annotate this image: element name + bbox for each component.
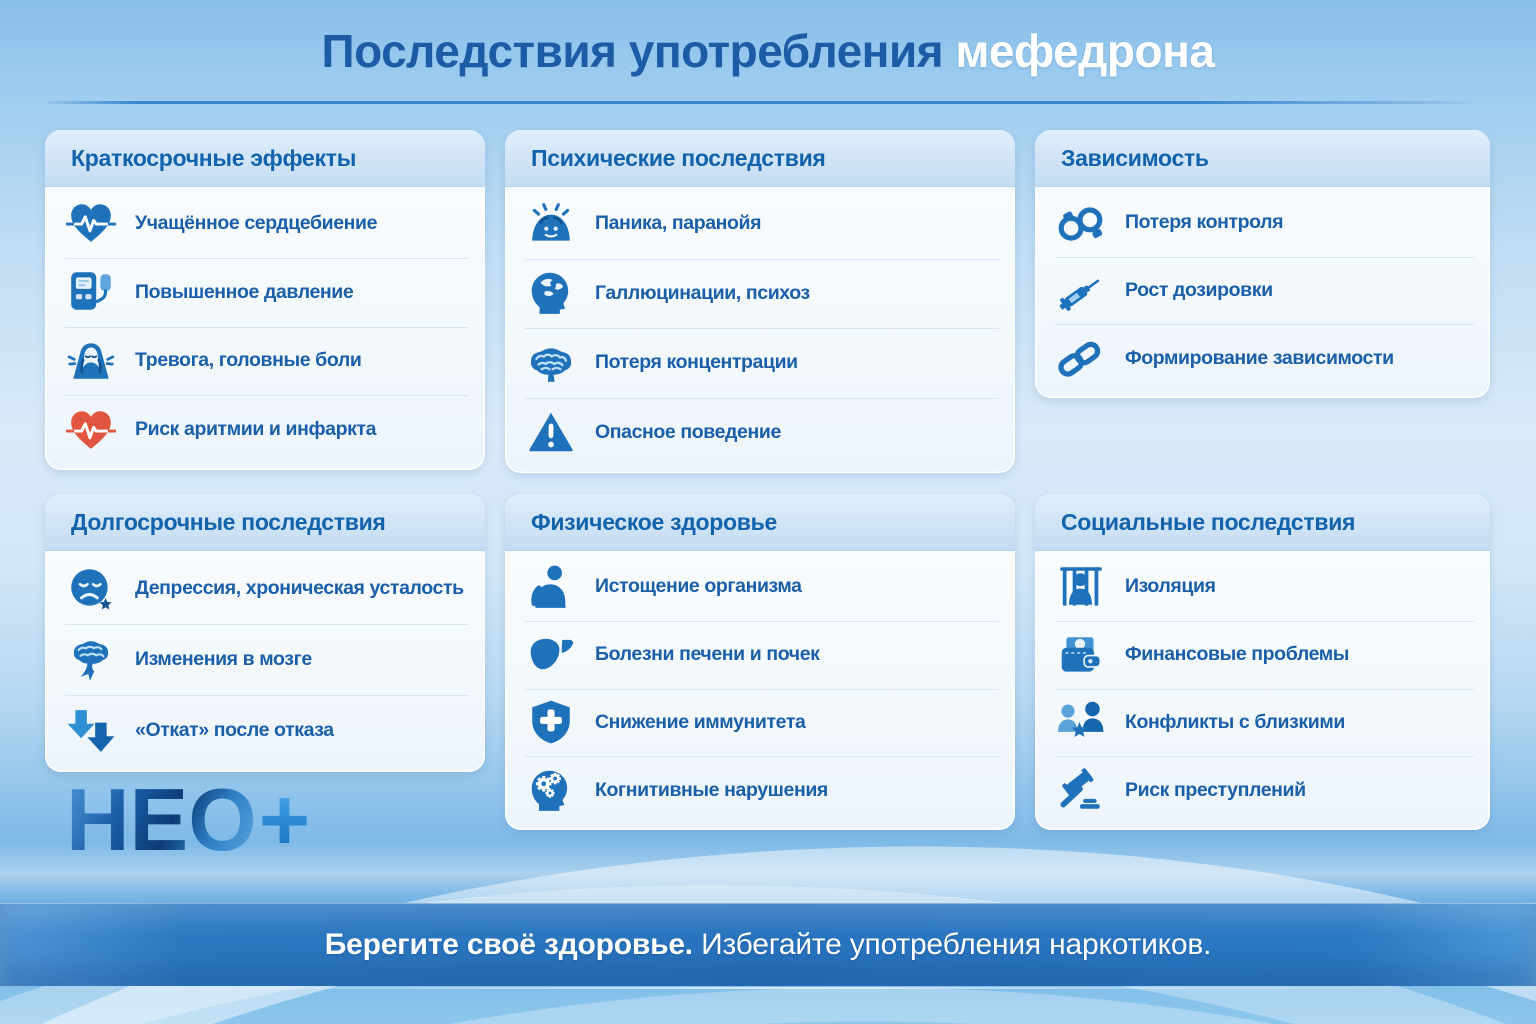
item-label: Когнитивные нарушения bbox=[595, 778, 828, 801]
syringe-icon bbox=[1053, 266, 1109, 316]
list-item: Болезни печени и почек bbox=[521, 620, 1001, 689]
logo-plus: + bbox=[258, 770, 311, 869]
anxiety-headache-icon bbox=[63, 336, 119, 386]
page-title: Последствия употребления мефедрона bbox=[0, 24, 1536, 78]
shield-cross-icon bbox=[523, 697, 579, 747]
list-item: Галлюцинации, психоз bbox=[521, 258, 1001, 329]
card-social-consequences: Социальные последствия Изоляция bbox=[1035, 494, 1490, 830]
item-label: Рост дозировки bbox=[1125, 279, 1273, 301]
card-items: Изоляция Финансовые проблемы bbox=[1035, 551, 1490, 830]
item-label: Риск преступлений bbox=[1125, 778, 1306, 801]
card-items: Паника, паранойя Галлюцинации, психоз bbox=[505, 187, 1015, 473]
list-item: Депрессия, хроническая усталость bbox=[61, 553, 471, 624]
list-item: Риск аритмии и инфаркта bbox=[61, 395, 471, 464]
brain-icon bbox=[523, 338, 579, 388]
card-items: Потеря контроля Рост д bbox=[1035, 187, 1490, 398]
gavel-icon bbox=[1053, 765, 1109, 815]
list-item: Изменения в мозге bbox=[61, 624, 471, 695]
list-item: Истощение организма bbox=[521, 553, 1001, 621]
item-label: Опасное поведение bbox=[595, 420, 781, 443]
item-label: Потеря контроля bbox=[1125, 211, 1284, 234]
wallet-icon bbox=[1053, 630, 1109, 680]
item-label: Изменения в мозге bbox=[135, 648, 312, 670]
item-label: Финансовые проблемы bbox=[1125, 643, 1350, 666]
list-item: Повышенное давление bbox=[61, 257, 471, 327]
neo-plus-logo: НЕО + bbox=[66, 776, 310, 864]
list-item: Рост дозировки bbox=[1051, 256, 1476, 325]
item-label: Изоляция bbox=[1125, 575, 1216, 598]
page-title-highlight: мефедрона bbox=[955, 25, 1215, 77]
item-label: «Откат» после отказа bbox=[135, 719, 334, 741]
item-label: Истощение организма bbox=[595, 575, 802, 598]
footer-message: Берегите своё здоровье. Избегайте употре… bbox=[325, 928, 1212, 962]
title-underline bbox=[48, 101, 1484, 104]
head-psychosis-icon bbox=[523, 268, 579, 318]
down-arrows-icon bbox=[63, 706, 119, 756]
card-items: Учащённое сердцебиение Повышенное bbox=[45, 187, 485, 470]
list-item: Учащённое сердцебиение bbox=[61, 189, 471, 258]
list-item: Финансовые проблемы bbox=[1051, 620, 1476, 689]
item-label: Повышенное давление bbox=[135, 280, 354, 303]
item-label: Депрессия, хроническая усталость bbox=[135, 577, 464, 599]
item-label: Конфликты с близкими bbox=[1125, 710, 1345, 733]
list-item: Опасное поведение bbox=[521, 397, 1001, 468]
card-short-term-effects: Краткосрочные эффекты Учащённое сердцеби… bbox=[45, 130, 485, 470]
card-title: Физическое здоровье bbox=[505, 494, 1015, 551]
item-label: Тревога, головные боли bbox=[135, 349, 362, 372]
list-item: Изоляция bbox=[1051, 553, 1476, 621]
item-label: Снижение иммунитета bbox=[595, 710, 806, 733]
heart-pulse-icon bbox=[63, 198, 119, 248]
page-title-main: Последствия употребления bbox=[321, 25, 944, 77]
list-item: Потеря контроля bbox=[1051, 189, 1476, 257]
wave-glow-decoration bbox=[0, 842, 1536, 900]
list-item: Снижение иммунитета bbox=[521, 688, 1001, 757]
logo-text: НЕО bbox=[66, 770, 257, 869]
footer-message-bold: Берегите своё здоровье. bbox=[324, 928, 693, 961]
sad-face-icon bbox=[63, 564, 119, 614]
card-title: Долгосрочные последствия bbox=[45, 494, 485, 551]
list-item: Тревога, головные боли bbox=[61, 326, 471, 396]
warning-icon bbox=[523, 407, 579, 457]
item-label: Риск аритмии и инфаркта bbox=[135, 418, 377, 441]
list-item: Риск преступлений bbox=[1051, 756, 1476, 824]
exhausted-person-icon bbox=[523, 562, 579, 612]
blood-pressure-icon bbox=[63, 267, 119, 317]
liver-icon bbox=[523, 630, 579, 680]
panic-face-icon bbox=[523, 199, 579, 249]
heart-attack-icon bbox=[63, 405, 119, 455]
item-label: Галлюцинации, психоз bbox=[595, 281, 810, 304]
list-item: Паника, паранойя bbox=[521, 189, 1001, 259]
item-label: Учащённое сердцебиение bbox=[135, 211, 378, 234]
card-mental-consequences: Психические последствия Паника, паранойя bbox=[505, 130, 1015, 473]
card-title: Психические последствия bbox=[505, 130, 1015, 187]
list-item: Потеря концентрации bbox=[521, 328, 1001, 398]
chain-icon bbox=[1053, 333, 1109, 383]
jail-icon bbox=[1053, 562, 1109, 612]
footer-band: Берегите своё здоровье. Избегайте употре… bbox=[0, 903, 1536, 989]
card-title: Социальные последствия bbox=[1035, 494, 1490, 551]
footer-message-regular: Избегайте употребления наркотиков. bbox=[701, 928, 1212, 961]
list-item: Когнитивные нарушения bbox=[521, 756, 1001, 824]
item-label: Потеря концентрации bbox=[595, 351, 798, 374]
card-title: Зависимость bbox=[1035, 130, 1490, 187]
card-physical-health: Физическое здоровье Истощение организма bbox=[505, 494, 1015, 830]
card-items: Истощение организма Болезни печени и поч… bbox=[505, 551, 1015, 830]
list-item: Конфликты с близкими bbox=[1051, 688, 1476, 757]
item-label: Болезни печени и почек bbox=[595, 643, 820, 666]
item-label: Паника, паранойя bbox=[595, 212, 762, 235]
item-label: Формирование зависимости bbox=[1125, 346, 1394, 369]
handcuffs-icon bbox=[1053, 198, 1109, 248]
list-item: «Откат» после отказа bbox=[61, 695, 471, 766]
card-long-term-consequences: Долгосрочные последствия Депрессия, хрон… bbox=[45, 494, 485, 772]
brain-change-icon bbox=[63, 635, 119, 685]
card-items: Депрессия, хроническая усталость Изменен… bbox=[45, 551, 485, 772]
conflict-icon bbox=[1053, 697, 1109, 747]
card-title: Краткосрочные эффекты bbox=[45, 130, 485, 187]
head-gears-icon bbox=[523, 765, 579, 815]
list-item: Формирование зависимости bbox=[1051, 324, 1476, 392]
card-addiction: Зависимость Потеря контроля bbox=[1035, 130, 1490, 398]
